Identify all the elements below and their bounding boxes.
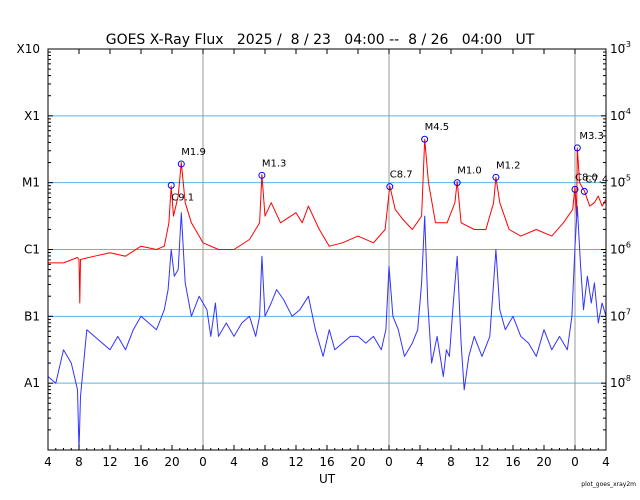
series-lines bbox=[47, 138, 607, 451]
flare-markers: C9.1 M1.9 M1.3 C8.7 M4.5 M1.0 M1.2 C8.0 M3.3 C7.4 bbox=[167, 122, 608, 203]
right-axis-base: 10 bbox=[610, 376, 625, 390]
flare-label: M1.9 bbox=[181, 147, 206, 158]
right-axis-exponent: -4 bbox=[623, 107, 631, 116]
flare-peak-marker bbox=[571, 185, 579, 193]
flare-peak-marker bbox=[167, 181, 175, 189]
flare-label: C8.7 bbox=[390, 170, 413, 181]
right-axis-exponent: -8 bbox=[623, 374, 631, 383]
flare-label: C7.4 bbox=[585, 174, 608, 185]
flare-peak-marker bbox=[580, 187, 588, 195]
right-axis-exponent: -7 bbox=[623, 307, 631, 316]
x-axis-tick-label: 4 bbox=[416, 455, 424, 469]
x-axis-tick-label: 20 bbox=[350, 455, 365, 469]
x-axis-tick-label: 8 bbox=[447, 455, 455, 469]
right-axis-base: 10 bbox=[610, 109, 625, 123]
chart-title: GOES X-Ray Flux 2025 / 8 / 23 04:00 -- 8… bbox=[106, 32, 535, 48]
left-axis-label: M1 bbox=[22, 176, 40, 190]
flare-label: M4.5 bbox=[425, 122, 450, 133]
right-axis-base: 10 bbox=[610, 42, 625, 56]
x-axis-tick-label: 8 bbox=[75, 455, 83, 469]
flare-label: M3.3 bbox=[579, 131, 604, 142]
footer-credit: plot_goes_xray2m bbox=[581, 481, 636, 488]
flare-peak-marker bbox=[492, 173, 500, 181]
right-axis-exponent: -6 bbox=[623, 241, 631, 250]
right-axis-base: 10 bbox=[610, 176, 625, 190]
short-channel-series bbox=[47, 205, 607, 451]
left-axis-label: B1 bbox=[24, 309, 40, 323]
right-axis-base: 10 bbox=[610, 243, 625, 257]
x-axis-tick-label: 20 bbox=[536, 455, 551, 469]
flare-peak-marker bbox=[573, 144, 581, 152]
x-axis-tick-label: 16 bbox=[505, 455, 520, 469]
x-axis-tick-label: 8 bbox=[261, 455, 269, 469]
flare-label: M1.2 bbox=[496, 160, 521, 171]
flare-peak-marker bbox=[177, 160, 185, 168]
right-axis-base: 10 bbox=[610, 309, 625, 323]
flare-peak-marker bbox=[258, 171, 266, 179]
x-axis-tick-label: 4 bbox=[230, 455, 238, 469]
left-axis-label: X10 bbox=[17, 42, 41, 56]
right-axis-exponent: -3 bbox=[623, 40, 631, 49]
flare-label: M1.3 bbox=[262, 158, 287, 169]
x-axis-tick-label: 20 bbox=[164, 455, 179, 469]
flare-peak-marker bbox=[453, 179, 461, 187]
x-axis-tick-label: 4 bbox=[602, 455, 610, 469]
x-axis-tick-label: 0 bbox=[571, 455, 579, 469]
x-axis-tick-label: 16 bbox=[133, 455, 148, 469]
flare-peak-marker bbox=[421, 135, 429, 143]
left-axis-label: A1 bbox=[24, 376, 40, 390]
x-axis-tick-label: 0 bbox=[199, 455, 207, 469]
flare-peak-marker bbox=[386, 183, 394, 191]
long-channel-series bbox=[48, 138, 607, 304]
x-axis-tick-label: 12 bbox=[102, 455, 117, 469]
x-axis-tick-label: 16 bbox=[319, 455, 334, 469]
x-axis-label: UT bbox=[319, 472, 336, 486]
x-axis-tick-label: 4 bbox=[44, 455, 52, 469]
x-axis-tick-label: 12 bbox=[288, 455, 303, 469]
left-axis-label: C1 bbox=[24, 243, 40, 257]
x-axis-tick-label: 12 bbox=[474, 455, 489, 469]
flare-label: C8.0 bbox=[575, 172, 598, 183]
flare-label: C9.1 bbox=[171, 192, 194, 203]
x-axis-tick-label: 0 bbox=[385, 455, 393, 469]
flare-label: M1.0 bbox=[457, 166, 482, 177]
left-axis-label: X1 bbox=[24, 109, 40, 123]
right-axis-exponent: -5 bbox=[623, 174, 631, 183]
